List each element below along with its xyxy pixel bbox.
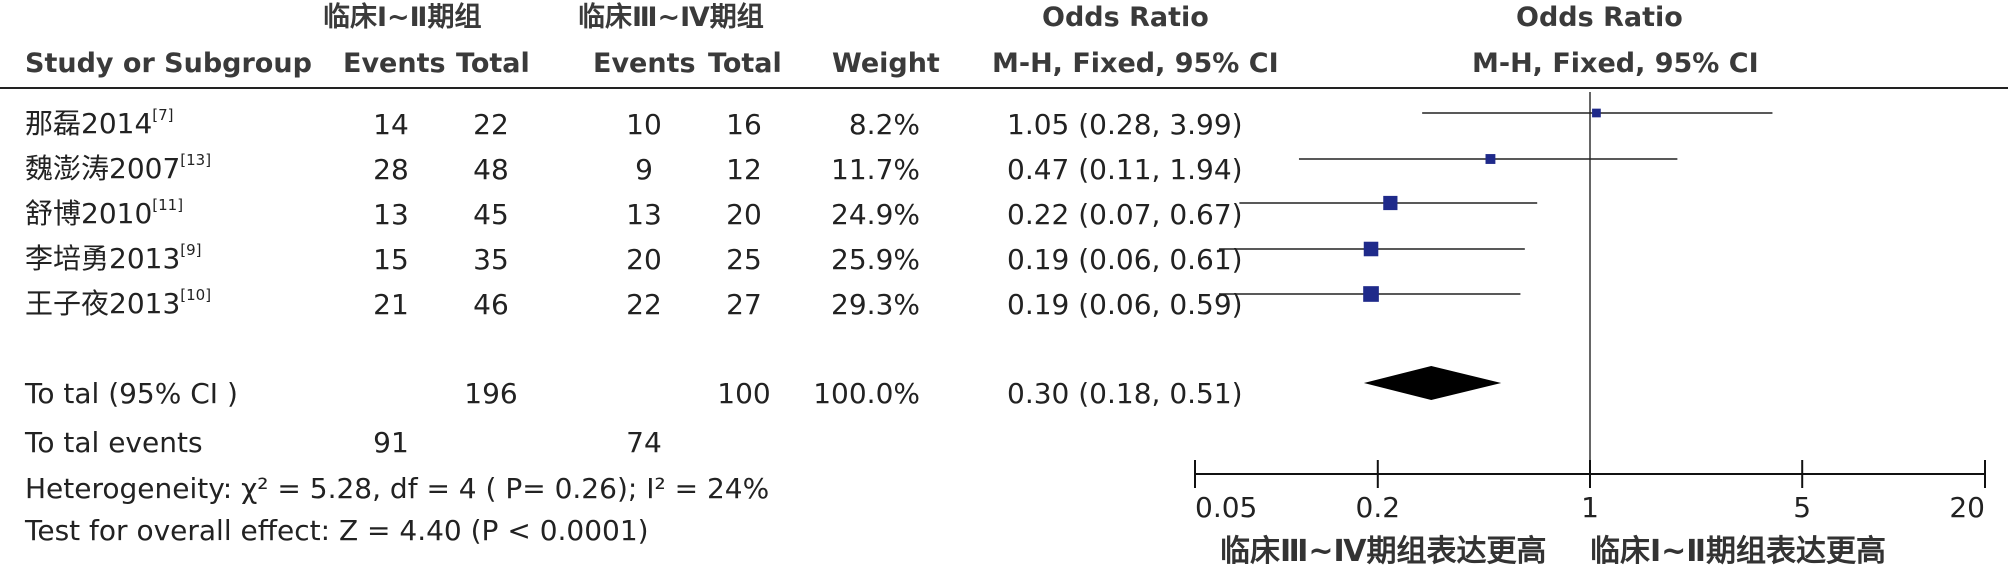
total1-header: Total	[456, 48, 530, 79]
overall-effect-text: Test for overall effect: Z = 4.40 (P < 0…	[25, 514, 649, 547]
events2-header: Events	[593, 48, 696, 79]
total-label: To tal (95% CI )	[25, 377, 238, 410]
total-events1: 91	[373, 426, 409, 459]
total1: 45	[473, 198, 509, 231]
weight: 29.3%	[831, 288, 920, 321]
study-name: 王子夜2013[10]	[25, 286, 212, 320]
events1: 13	[373, 198, 409, 231]
events2: 20	[626, 243, 662, 276]
ci-text: 0.47 (0.11, 1.94)	[1007, 153, 1243, 186]
study-name: 舒博2010[11]	[25, 196, 184, 230]
events2: 22	[626, 288, 662, 321]
or-method-header: M-H, Fixed, 95% CI	[992, 48, 1279, 79]
total1: 22	[473, 108, 509, 141]
heterogeneity-text: Heterogeneity: χ² = 5.28, df = 4 ( P= 0.…	[25, 472, 770, 505]
weight: 25.9%	[831, 243, 920, 276]
tick-label: 0.05	[1195, 491, 1257, 524]
tick-label: 0.2	[1356, 491, 1401, 524]
total2: 27	[726, 288, 762, 321]
total1: 46	[473, 288, 509, 321]
events1: 14	[373, 108, 409, 141]
study-name: 魏澎涛2007[13]	[25, 151, 212, 185]
total2-header: Total	[708, 48, 782, 79]
point-estimate	[1592, 108, 1601, 118]
ci-text: 0.22 (0.07, 0.67)	[1007, 198, 1243, 231]
weight: 11.7%	[831, 153, 920, 186]
tick-label: 20	[1949, 491, 1985, 524]
events1: 21	[373, 288, 409, 321]
study-column-header: Study or Subgroup	[25, 48, 312, 79]
total2: 16	[726, 108, 762, 141]
total-events2: 74	[626, 426, 662, 459]
plot-method-header: M-H, Fixed, 95% CI	[1472, 48, 1759, 79]
ci-text: 1.05 (0.28, 3.99)	[1007, 108, 1243, 141]
point-estimate	[1383, 195, 1398, 211]
total2-sum: 100	[717, 377, 771, 410]
total1: 35	[473, 243, 509, 276]
tick-label: 5	[1793, 491, 1811, 524]
events2: 13	[626, 198, 662, 231]
study-name: 那磊2014[7]	[25, 106, 174, 140]
total1-sum: 196	[464, 377, 518, 410]
events2: 9	[635, 153, 653, 186]
ci-text: 0.19 (0.06, 0.61)	[1007, 243, 1243, 276]
weight: 8.2%	[848, 108, 920, 141]
weight-header: Weight	[832, 48, 940, 79]
plot-title: Odds Ratio	[1516, 2, 1683, 33]
total-ci-text: 0.30 (0.18, 0.51)	[1007, 377, 1243, 410]
total-events-label: To tal events	[25, 426, 203, 459]
point-estimate	[1485, 154, 1496, 164]
study-name: 李培勇2013[9]	[25, 241, 202, 275]
pooled-diamond	[1363, 366, 1502, 400]
axis-right-label: 临床Ⅰ~Ⅱ期组表达更高	[1590, 534, 1886, 569]
total2: 25	[726, 243, 762, 276]
events2: 10	[626, 108, 662, 141]
events1: 28	[373, 153, 409, 186]
ci-text: 0.19 (0.06, 0.59)	[1007, 288, 1243, 321]
events1: 15	[373, 243, 409, 276]
group1-header: 临床Ⅰ~Ⅱ期组	[323, 2, 482, 33]
total2: 12	[726, 153, 762, 186]
weight: 24.9%	[831, 198, 920, 231]
header-divider	[0, 87, 2008, 89]
total-weight: 100.0%	[813, 377, 920, 410]
or-title: Odds Ratio	[1042, 2, 1209, 33]
tick-label: 1	[1581, 491, 1599, 524]
group2-header: 临床Ⅲ~Ⅳ期组	[578, 2, 764, 33]
total1: 48	[473, 153, 509, 186]
point-estimate	[1363, 286, 1379, 302]
axis-left-label: 临床Ⅲ~Ⅳ期组表达更高	[1220, 534, 1546, 569]
total2: 20	[726, 198, 762, 231]
point-estimate	[1363, 241, 1379, 257]
events1-header: Events	[343, 48, 446, 79]
